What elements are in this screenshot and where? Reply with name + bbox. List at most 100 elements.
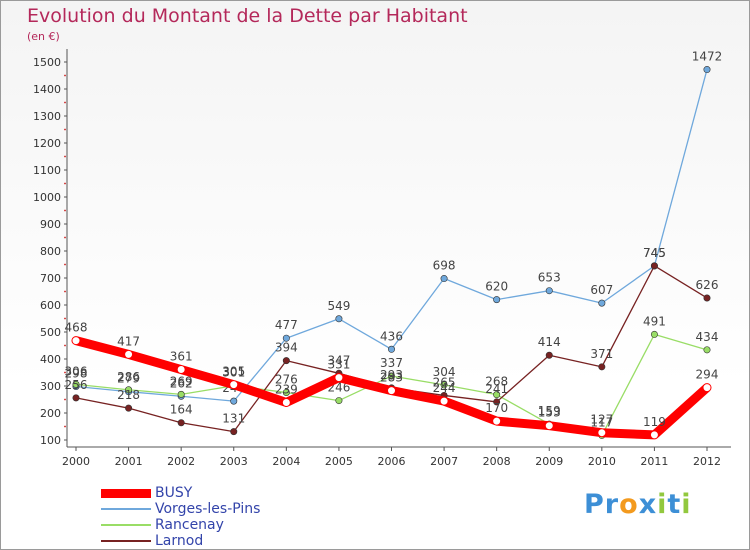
data-label-busy: 119 <box>643 415 666 429</box>
point-rancenay <box>177 390 185 398</box>
data-label-busy: 331 <box>327 358 350 372</box>
point-rancenay <box>650 330 658 338</box>
data-label-rancenay: 268 <box>485 375 508 389</box>
y-tick-label: 900 <box>40 218 61 231</box>
data-label-larnod: 218 <box>117 388 140 402</box>
data-label-vorges-les-pins: 653 <box>538 271 561 285</box>
x-tick-label: 2000 <box>62 455 90 468</box>
legend-label-larnod: Larnod <box>155 533 204 549</box>
y-minor-tick <box>64 425 66 428</box>
data-label-rancenay: 306 <box>65 364 88 378</box>
y-tick-label: 1100 <box>33 164 61 177</box>
point-larnod <box>650 262 658 270</box>
y-tick-label: 400 <box>40 353 61 366</box>
data-label-vorges-les-pins: 745 <box>643 246 666 260</box>
point-rancenay <box>703 346 711 354</box>
x-tick-label: 2003 <box>220 455 248 468</box>
data-label-larnod: 241 <box>485 382 508 396</box>
point-busy <box>335 374 343 382</box>
y-tick-label: 500 <box>40 326 61 339</box>
point-vorges-les-pins <box>282 334 290 342</box>
point-busy <box>598 429 606 437</box>
y-minor-tick <box>64 317 66 320</box>
legend-label-busy: BUSY <box>155 485 193 501</box>
data-label-busy: 244 <box>433 381 456 395</box>
point-rancenay <box>282 388 290 396</box>
y-minor-tick <box>64 128 66 131</box>
data-label-larnod: 371 <box>590 347 613 361</box>
data-label-busy: 283 <box>380 371 403 385</box>
y-tick-label: 800 <box>40 245 61 258</box>
point-busy <box>440 397 448 405</box>
point-busy <box>545 422 553 430</box>
data-label-vorges-les-pins: 477 <box>275 318 298 332</box>
y-tick-label: 300 <box>40 380 61 393</box>
x-tick-label: 2007 <box>430 455 458 468</box>
data-label-larnod: 347 <box>327 353 350 367</box>
y-tick-label: 600 <box>40 299 61 312</box>
line-chart: 100 200 300 400 500 600 700 800 900 1000 1100 1200 1… <box>33 49 731 468</box>
logo-letter: P <box>584 489 605 520</box>
point-rancenay <box>440 381 448 389</box>
data-label-busy: 468 <box>65 321 88 335</box>
data-label-vorges-les-pins: 279 <box>117 372 140 386</box>
point-larnod <box>230 428 238 436</box>
legend-swatch-rancenay <box>101 524 151 526</box>
data-label-larnod: 293 <box>380 368 403 382</box>
point-vorges-les-pins <box>545 287 553 295</box>
x-tick-label: 2012 <box>693 455 721 468</box>
legend-swatch-busy <box>101 488 151 498</box>
y-minor-tick <box>64 398 66 401</box>
y-minor-tick <box>64 182 66 185</box>
y-tick-label: 1000 <box>33 191 61 204</box>
point-vorges-les-pins <box>598 299 606 307</box>
data-label-busy: 305 <box>222 365 245 379</box>
legend-swatch-larnod <box>101 540 151 542</box>
point-larnod <box>598 363 606 371</box>
data-label-larnod: 414 <box>538 335 561 349</box>
data-label-larnod: 164 <box>170 403 193 417</box>
point-larnod <box>493 398 501 406</box>
y-minor-tick <box>64 101 66 104</box>
data-label-busy: 417 <box>117 334 140 348</box>
point-larnod <box>545 351 553 359</box>
y-tick-label: 200 <box>40 407 61 420</box>
point-rancenay <box>387 372 395 380</box>
x-tick-label: 2008 <box>483 455 511 468</box>
point-busy <box>650 431 658 439</box>
point-vorges-les-pins <box>335 315 343 323</box>
point-larnod <box>72 394 80 402</box>
data-label-vorges-les-pins: 620 <box>485 280 508 294</box>
point-busy <box>703 384 711 392</box>
y-minor-tick <box>64 263 66 266</box>
x-tick-label: 2005 <box>325 455 353 468</box>
point-vorges-les-pins <box>440 275 448 283</box>
y-tick-label: 100 <box>40 434 61 447</box>
x-tick-label: 2009 <box>535 455 563 468</box>
data-label-vorges-les-pins: 549 <box>327 299 350 313</box>
data-label-larnod: 131 <box>222 412 245 426</box>
point-busy <box>230 381 238 389</box>
x-tick-label: 2011 <box>640 455 668 468</box>
point-larnod <box>177 419 185 427</box>
legend-label-rancenay: Rancenay <box>155 517 224 533</box>
x-tick-label: 2002 <box>167 455 195 468</box>
data-label-rancenay: 269 <box>170 374 193 388</box>
y-tick-label: 1200 <box>33 137 61 150</box>
point-larnod <box>282 357 290 365</box>
data-label-busy: 361 <box>170 350 193 364</box>
point-busy <box>388 387 395 395</box>
y-minor-tick <box>64 290 66 293</box>
chart-title: Evolution du Montant de la Dette par Hab… <box>27 5 468 27</box>
y-minor-tick <box>64 344 66 347</box>
data-label-rancenay: 117 <box>590 415 613 429</box>
data-label-rancenay: 301 <box>222 366 245 380</box>
data-label-rancenay: 304 <box>433 365 456 379</box>
y-minor-tick <box>64 371 66 374</box>
data-label-larnod: 265 <box>433 375 456 389</box>
point-vorges-les-pins <box>493 296 501 304</box>
legend-swatch-vorges-les-pins <box>101 508 151 510</box>
x-tick-label: 2004 <box>272 455 300 468</box>
data-label-larnod: 745 <box>643 246 666 260</box>
